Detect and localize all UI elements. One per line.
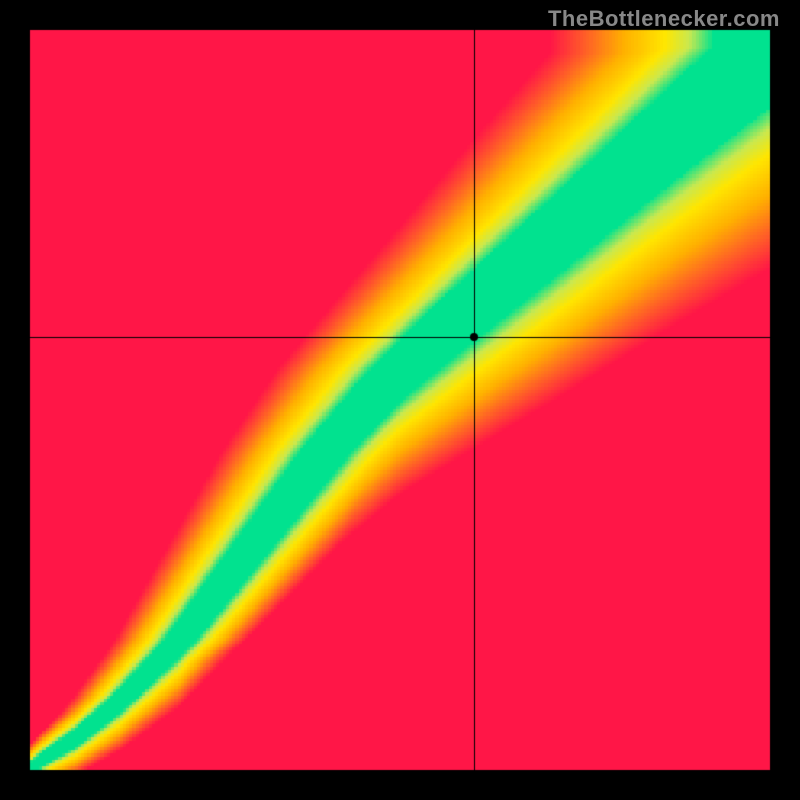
bottleneck-heatmap [0,0,800,800]
source-watermark: TheBottlenecker.com [548,6,780,32]
